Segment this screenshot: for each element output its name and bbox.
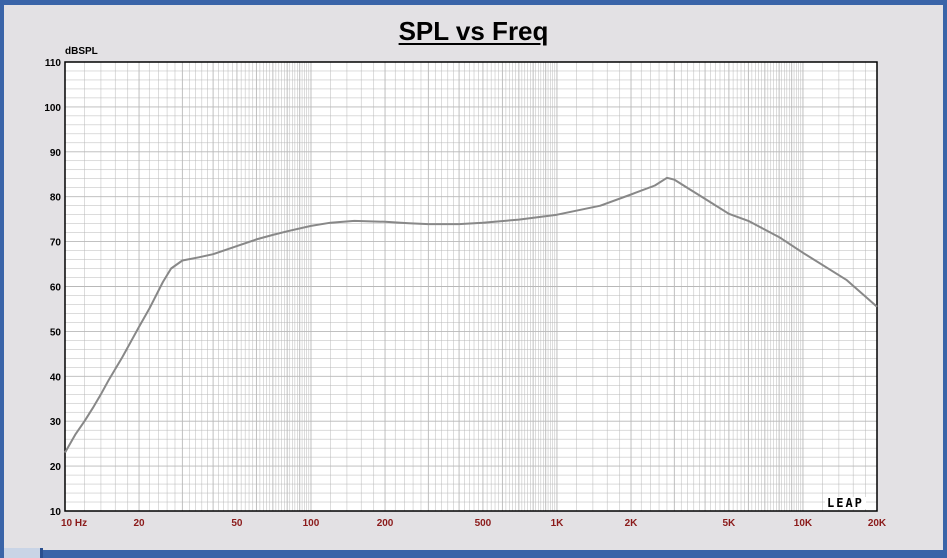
y-tick-label: 10 [50, 507, 62, 518]
y-tick-label: 40 [50, 372, 62, 383]
y-tick-label: 100 [44, 103, 61, 114]
y-tick-label: 70 [50, 238, 62, 249]
x-tick-label: 5K [723, 518, 737, 529]
x-tick-label: 1K [551, 518, 565, 529]
grid [64, 61, 878, 512]
x-tick-label: 2K [625, 518, 639, 529]
y-tick-label: 20 [50, 462, 62, 473]
y-tick-label: 50 [50, 327, 62, 338]
leap-logo: LEAP [825, 496, 866, 510]
y-tick-label: 60 [50, 283, 62, 294]
plot-border [64, 61, 878, 512]
series-layer [64, 176, 878, 454]
x-tick-label: 10 Hz [61, 518, 87, 529]
y-tick-label: 90 [50, 148, 62, 159]
y-tick-label: 30 [50, 417, 62, 428]
y-tick-label: 110 [45, 58, 62, 69]
y-tick-label: 80 [50, 193, 62, 204]
y-axis-label: dBSPL [65, 46, 98, 57]
series-line-0 [64, 176, 878, 454]
x-tick-label: 50 [231, 518, 243, 529]
x-tick-label: 10K [794, 518, 813, 529]
x-tick-label: 200 [377, 518, 394, 529]
window-corner-tab [4, 548, 43, 558]
chart-title: SPL vs Freq [398, 16, 549, 46]
x-tick-label: 500 [475, 518, 492, 529]
x-tick-label: 20K [868, 518, 887, 529]
x-tick-label: 20 [133, 518, 145, 529]
x-tick-label: 100 [303, 518, 320, 529]
